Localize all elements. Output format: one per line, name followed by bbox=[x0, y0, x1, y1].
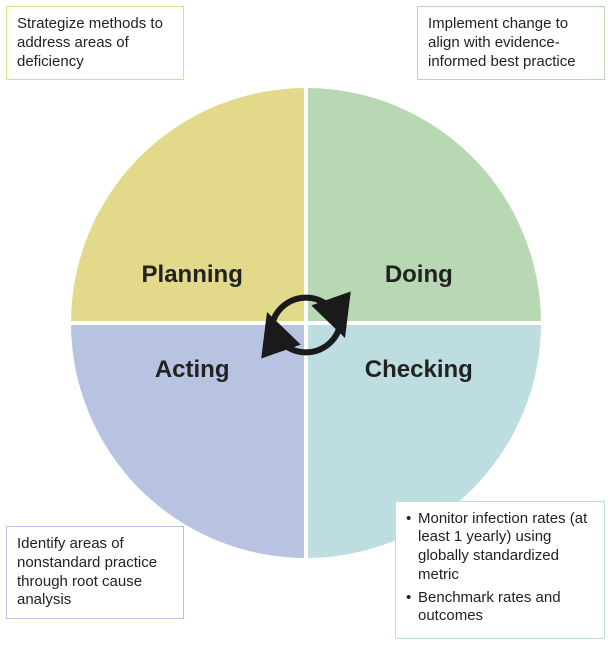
label-planning: Planning bbox=[122, 261, 262, 289]
label-acting: Acting bbox=[122, 356, 262, 384]
callout-doing-text: Implement change to align with evidence-… bbox=[428, 15, 576, 70]
callout-acting: Identify areas of nonstandard practice t… bbox=[6, 526, 184, 619]
callout-checking-list: Monitor infection rates (at least 1 year… bbox=[406, 510, 594, 627]
label-checking: Checking bbox=[349, 356, 489, 384]
cycle-arrows-icon bbox=[246, 263, 366, 383]
callout-checking-bullet: Monitor infection rates (at least 1 year… bbox=[406, 510, 594, 585]
callout-planning-text: Strategize methods to address areas of d… bbox=[17, 15, 163, 70]
callout-checking: Monitor infection rates (at least 1 year… bbox=[395, 501, 605, 640]
callout-doing: Implement change to align with evidence-… bbox=[417, 6, 605, 80]
callout-planning: Strategize methods to address areas of d… bbox=[6, 6, 184, 80]
callout-acting-text: Identify areas of nonstandard practice t… bbox=[17, 535, 157, 608]
pdca-circle: Planning Doing Acting Checking bbox=[71, 88, 541, 558]
callout-checking-bullet: Benchmark rates and outcomes bbox=[406, 589, 594, 627]
label-doing: Doing bbox=[349, 261, 489, 289]
